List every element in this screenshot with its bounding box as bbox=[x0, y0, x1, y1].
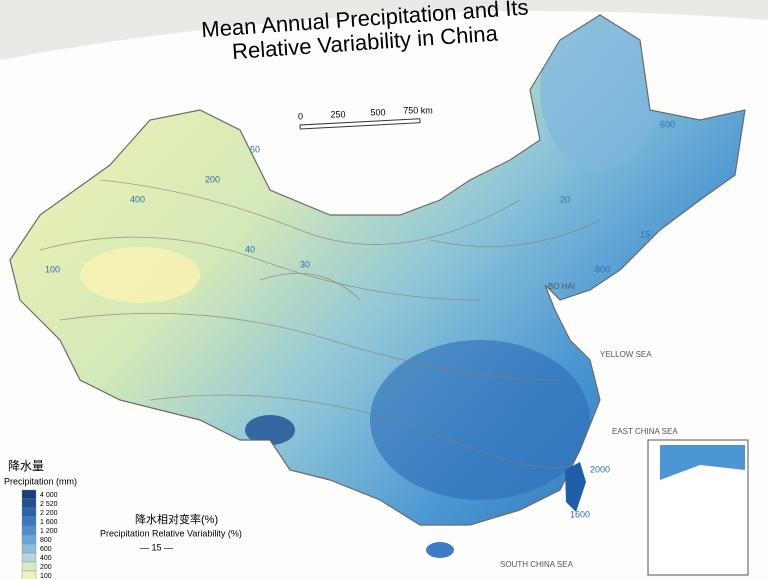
legend-swatch bbox=[21, 525, 37, 536]
sea-label: SOUTH CHINA SEA bbox=[500, 560, 574, 569]
legend-sample: — 15 — bbox=[140, 542, 173, 552]
contour-label: 2000 bbox=[590, 464, 610, 474]
contour-label: 15 bbox=[640, 229, 650, 239]
legend-swatch bbox=[21, 534, 37, 545]
legend-label: 1 200 bbox=[40, 528, 58, 535]
legend: 降水量 Precipitation (mm) 降水相对变率(%) Precipi… bbox=[4, 459, 242, 579]
legend-label: 1 600 bbox=[40, 519, 58, 526]
scale-label: 500 bbox=[370, 107, 385, 117]
legend-title: 降水量 bbox=[8, 459, 44, 473]
legend-swatch bbox=[21, 552, 37, 563]
legend-swatch bbox=[21, 489, 37, 500]
legend-swatch bbox=[21, 516, 37, 527]
inset-land bbox=[660, 445, 745, 480]
legend-swatch bbox=[21, 507, 37, 518]
legend-label: 2 520 bbox=[40, 501, 58, 508]
scale-bar: 0 250 500 750 km bbox=[298, 105, 433, 130]
legend-title: 降水相对变率(%) bbox=[135, 512, 218, 526]
legend-swatch bbox=[21, 561, 37, 572]
contour-label: 40 bbox=[245, 244, 255, 254]
contour-label: 800 bbox=[595, 264, 610, 274]
sea-label: EAST CHINA SEA bbox=[612, 427, 678, 436]
contour-label: 600 bbox=[660, 119, 675, 129]
contour-label: 1600 bbox=[570, 509, 590, 519]
legend-label: 200 bbox=[40, 564, 52, 571]
legend-label: 4 000 bbox=[40, 492, 58, 499]
legend-label: 600 bbox=[40, 546, 52, 553]
sea-labels: BO HAI YELLOW SEA EAST CHINA SEA SOUTH C… bbox=[500, 282, 678, 569]
contour-label: 30 bbox=[300, 259, 310, 269]
contour-label: 200 bbox=[205, 174, 220, 184]
legend-label: 800 bbox=[40, 537, 52, 544]
sea-label: BO HAI bbox=[548, 282, 575, 291]
scale-label: 750 km bbox=[403, 105, 433, 115]
legend-swatch bbox=[21, 570, 37, 579]
sea-label: YELLOW SEA bbox=[600, 350, 652, 359]
scale-label: 250 bbox=[330, 109, 345, 119]
hainan bbox=[426, 542, 454, 558]
scale-label: 0 bbox=[298, 111, 303, 121]
legend-title: Precipitation (mm) bbox=[4, 476, 77, 486]
legend-swatch bbox=[21, 543, 37, 554]
legend-label: 2 200 bbox=[40, 510, 58, 517]
legend-label: 100 bbox=[40, 573, 52, 579]
contour-label: 400 bbox=[130, 194, 145, 204]
contour-label: 50 bbox=[250, 144, 260, 154]
legend-label: 400 bbox=[40, 555, 52, 562]
contour-label: 20 bbox=[560, 194, 570, 204]
contour-labels: 600 400 200 100 50 40 30 20 15 1600 2000 800 bbox=[45, 119, 675, 519]
legend-title: Precipitation Relative Variability (%) bbox=[100, 528, 242, 538]
taiwan bbox=[565, 462, 586, 512]
legend-swatch bbox=[21, 498, 37, 509]
contour-label: 100 bbox=[45, 264, 60, 274]
